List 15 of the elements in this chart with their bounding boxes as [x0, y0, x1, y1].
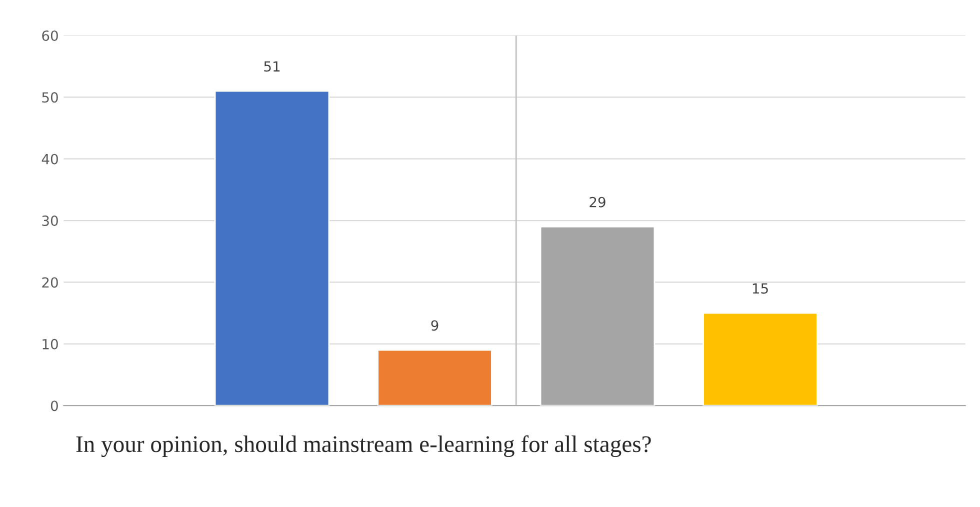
data-label: 9: [431, 320, 438, 331]
y-tick-label: 30: [42, 216, 58, 226]
y-tick-label: 50: [42, 92, 58, 103]
y-tick-label: 20: [42, 277, 58, 288]
y-tick-label: 10: [42, 338, 58, 350]
y-tick-label: 40: [42, 154, 58, 164]
data-label: 29: [590, 196, 606, 208]
bar: [377, 349, 492, 406]
y-tick-label: 0: [50, 400, 58, 412]
bar: [702, 312, 818, 406]
data-label: 51: [264, 61, 280, 72]
y-tick-label: 60: [42, 30, 58, 41]
text: In your opinion, should mainstream e-learning for all stages?: [76, 435, 651, 458]
bar: [214, 90, 330, 406]
data-label: 15: [752, 283, 768, 294]
